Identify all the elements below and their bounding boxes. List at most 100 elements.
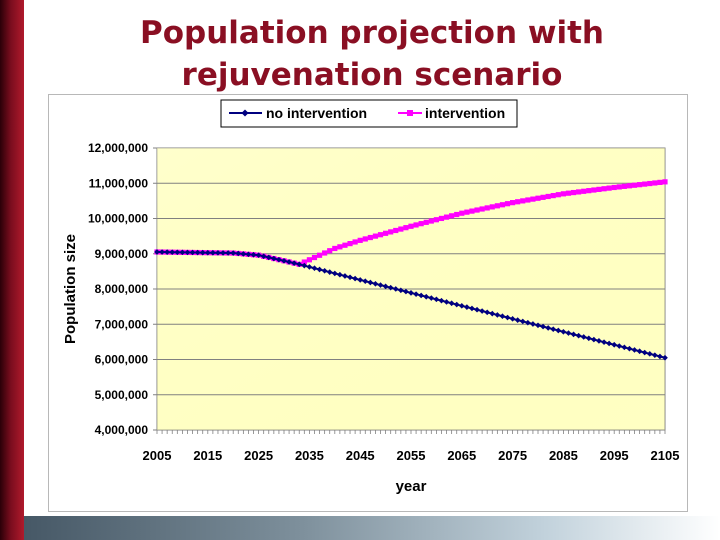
- series-no-intervention-point: [652, 352, 658, 358]
- series-no-intervention-point: [235, 250, 242, 257]
- series-intervention-point: [520, 198, 526, 204]
- series-no-intervention-point: [474, 306, 480, 313]
- series-no-intervention-point: [210, 249, 216, 256]
- series-no-intervention-point: [530, 321, 536, 327]
- series-no-intervention-point: [316, 266, 323, 273]
- series-no-intervention-point: [301, 262, 308, 269]
- series-intervention-point: [398, 226, 404, 232]
- series-no-intervention-point: [494, 312, 501, 318]
- series-no-intervention-point: [408, 290, 414, 296]
- series-intervention-point: [596, 186, 602, 192]
- series-no-intervention-point: [342, 273, 348, 279]
- series-intervention-point: [469, 208, 475, 214]
- series-no-intervention-point: [631, 347, 638, 353]
- series-intervention-point: [443, 214, 450, 220]
- series-no-intervention-point: [276, 256, 282, 263]
- x-axis-title: year: [396, 478, 427, 495]
- series-no-intervention-point: [255, 252, 262, 258]
- series-intervention-point: [311, 254, 318, 261]
- series-no-intervention-point: [215, 250, 221, 256]
- series-no-intervention-point: [194, 249, 201, 256]
- series-intervention-point: [530, 196, 536, 202]
- series-intervention-point: [621, 183, 627, 189]
- x-tick-label: 2045: [346, 448, 375, 463]
- series-no-intervention-point: [367, 279, 374, 286]
- x-tick-label: 2085: [549, 448, 578, 463]
- series-no-intervention-point: [352, 275, 358, 282]
- series-no-intervention-point: [504, 314, 511, 321]
- series-intervention-point: [316, 252, 323, 258]
- y-tick-label: 5,000,000: [95, 388, 149, 402]
- series-intervention-point: [515, 199, 521, 205]
- series-no-intervention-point: [225, 250, 231, 256]
- series-no-intervention-point: [448, 300, 455, 307]
- series-no-intervention-point: [296, 261, 303, 268]
- series-intervention-point: [372, 233, 379, 239]
- series-intervention-point: [362, 236, 368, 242]
- series-intervention-point: [494, 203, 500, 209]
- series-no-intervention-point: [331, 270, 338, 277]
- x-tick-label: 2065: [447, 448, 476, 463]
- series-intervention-point: [601, 186, 607, 192]
- series-no-intervention-point: [616, 343, 623, 349]
- series-no-intervention-point: [159, 249, 165, 255]
- series-no-intervention-point: [575, 332, 582, 339]
- series-intervention-point: [570, 189, 577, 196]
- series-no-intervention-point: [499, 313, 506, 320]
- series-no-intervention-point: [398, 287, 404, 294]
- series-no-intervention-point: [169, 249, 176, 256]
- series-no-intervention-point: [626, 345, 633, 352]
- series-no-intervention-point: [484, 309, 491, 316]
- series-no-intervention-point: [525, 319, 531, 326]
- series-intervention-point: [545, 193, 551, 200]
- series-no-intervention-point: [423, 293, 430, 300]
- series-no-intervention-point: [540, 323, 546, 330]
- series-no-intervention-point: [535, 322, 541, 329]
- series-intervention-point: [479, 206, 485, 212]
- series-intervention-point: [332, 245, 338, 252]
- series-intervention-point: [611, 184, 617, 191]
- series-no-intervention-point: [433, 296, 440, 303]
- series-intervention-point: [454, 211, 460, 218]
- series-no-intervention-point: [291, 260, 297, 266]
- series-no-intervention-point: [514, 317, 521, 323]
- series-intervention-point: [459, 210, 465, 216]
- x-tick-label: 2015: [193, 448, 222, 463]
- series-no-intervention-point: [230, 250, 237, 256]
- series-intervention-point: [652, 180, 658, 186]
- series-intervention-point: [327, 248, 333, 254]
- slide-title: Population projection with rejuvenation …: [24, 12, 720, 96]
- series-no-intervention-point: [418, 292, 424, 299]
- series-no-intervention-point: [413, 291, 419, 297]
- series-intervention-point: [322, 250, 328, 256]
- series-intervention-point: [540, 194, 546, 200]
- series-no-intervention-point: [560, 328, 567, 335]
- series-intervention-point: [388, 229, 394, 235]
- series-intervention-point: [347, 240, 353, 247]
- series-no-intervention-point: [438, 297, 445, 304]
- y-axis-title: Population size: [62, 234, 79, 344]
- series-no-intervention-point: [240, 251, 247, 257]
- series-intervention-point: [418, 221, 424, 227]
- series-intervention-point: [565, 190, 572, 196]
- x-tick-labels: 2005 2015 2025 2035 2045 2055 2065 2075 2085 2095…: [143, 448, 680, 463]
- x-tick-label: 2105: [651, 448, 680, 463]
- series-no-intervention-point: [271, 255, 277, 262]
- series-no-intervention-point: [458, 303, 465, 309]
- series-intervention-point: [525, 197, 531, 203]
- series-no-intervention-point: [611, 341, 618, 348]
- y-tick-label: 11,000,000: [89, 176, 149, 190]
- series-intervention-point: [637, 182, 643, 188]
- x-tick-label: 2075: [498, 448, 527, 463]
- y-tick-label: 8,000,000: [95, 282, 149, 296]
- series-no-intervention-point: [606, 340, 612, 347]
- series-no-intervention-point: [545, 325, 551, 331]
- x-tick-label: 2005: [143, 448, 172, 463]
- bottom-decorative-bar: [24, 516, 720, 540]
- series-intervention-point: [581, 188, 587, 194]
- series-intervention-point: [357, 237, 363, 243]
- series-no-intervention-point: [372, 280, 379, 287]
- series-intervention-point: [504, 201, 511, 207]
- x-minor-ticks: [156, 430, 666, 434]
- series-intervention-point: [393, 227, 399, 234]
